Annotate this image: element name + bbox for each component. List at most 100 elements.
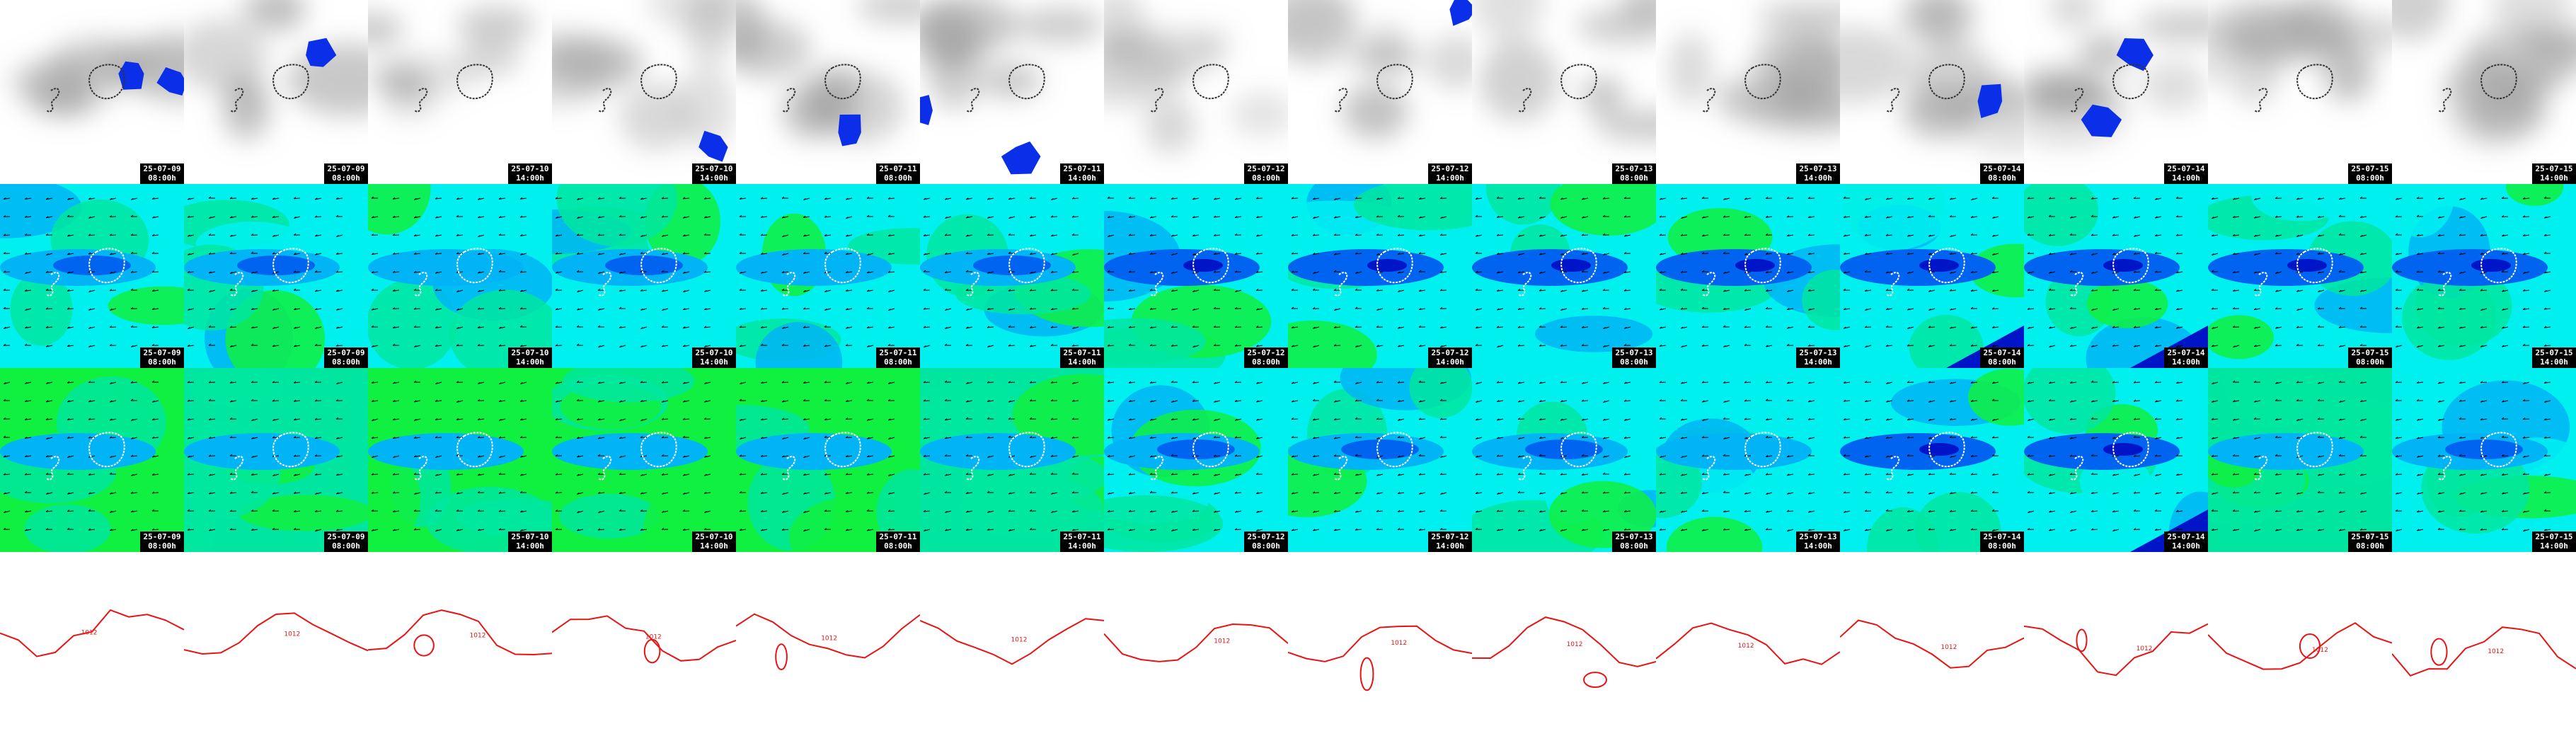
- forecast-tile[interactable]: 1012: [184, 552, 368, 736]
- wind-band: [368, 279, 457, 368]
- forecast-tile[interactable]: 25-07-13 14:00h: [1656, 184, 1840, 368]
- forecast-map: [1656, 184, 1840, 368]
- forecast-tile[interactable]: 1012: [1840, 552, 2024, 736]
- forecast-tile[interactable]: 25-07-12 14:00h: [1288, 0, 1472, 184]
- coastline: [1150, 64, 1229, 113]
- forecast-map: [1840, 368, 2024, 552]
- forecast-tile[interactable]: 25-07-12 14:00h: [1288, 184, 1472, 368]
- wind-band: [1802, 270, 1840, 330]
- wind-band: [2024, 368, 2116, 434]
- forecast-tile[interactable]: 25-07-13 14:00h: [1656, 0, 1840, 184]
- forecast-tile[interactable]: 25-07-09 08:00h: [0, 368, 184, 552]
- forecast-tile[interactable]: 25-07-14 14:00h: [2024, 368, 2208, 552]
- forecast-tile[interactable]: 25-07-10 14:00h: [368, 184, 552, 368]
- wind-arrows: [2211, 196, 2367, 348]
- timestamp-badge: 25-07-09 08:00h: [324, 347, 368, 368]
- wind-band: [1411, 459, 1472, 540]
- forecast-tile[interactable]: 1012: [1472, 552, 1656, 736]
- forecast-tile[interactable]: 25-07-11 08:00h: [736, 184, 920, 368]
- forecast-tile[interactable]: 25-07-11 08:00h: [736, 368, 920, 552]
- forecast-tile[interactable]: 25-07-13 14:00h: [1656, 368, 1840, 552]
- wind-band: [455, 498, 552, 536]
- forecast-tile[interactable]: 25-07-14 08:00h: [1840, 368, 2024, 552]
- forecast-tile[interactable]: 25-07-14 08:00h: [1840, 184, 2024, 368]
- wind-band: [2392, 184, 2455, 238]
- forecast-tile[interactable]: 1012: [736, 552, 920, 736]
- forecast-tile[interactable]: 1012: [2208, 552, 2392, 736]
- coastline: [1886, 64, 1965, 113]
- forecast-map: 1012: [2392, 552, 2576, 736]
- wind-max: [1919, 443, 1959, 456]
- forecast-tile[interactable]: 1012: [368, 552, 552, 736]
- forecast-tile[interactable]: 25-07-15 08:00h: [2208, 0, 2392, 184]
- wind-band: [368, 184, 431, 235]
- forecast-tile[interactable]: 25-07-09 08:00h: [0, 0, 184, 184]
- forecast-tile[interactable]: 1012: [1288, 552, 1472, 736]
- forecast-map: 1012: [184, 552, 368, 736]
- forecast-tile[interactable]: 25-07-11 14:00h: [920, 0, 1104, 184]
- forecast-tile[interactable]: 25-07-09 08:00h: [184, 184, 368, 368]
- timestamp-date: 25-07-15: [2351, 348, 2389, 357]
- forecast-tile[interactable]: 1012: [920, 552, 1104, 736]
- forecast-tile[interactable]: 25-07-12 08:00h: [1104, 368, 1288, 552]
- coastline: [598, 248, 677, 297]
- timestamp-badge: 25-07-13 14:00h: [1796, 163, 1840, 184]
- forecast-tile[interactable]: 1012: [1656, 552, 1840, 736]
- forecast-tile[interactable]: 1012: [1104, 552, 1288, 736]
- forecast-tile[interactable]: 25-07-10 14:00h: [368, 0, 552, 184]
- forecast-map: [1104, 368, 1288, 552]
- forecast-tile[interactable]: 25-07-11 08:00h: [736, 0, 920, 184]
- timestamp-date: 25-07-09: [327, 348, 365, 357]
- cloud-cover: [1288, 0, 1472, 139]
- wind-arrows: [1107, 196, 1263, 348]
- wind-arrows: [1475, 196, 1631, 348]
- coastline: [2070, 64, 2149, 113]
- forecast-tile[interactable]: 25-07-10 14:00h: [552, 368, 736, 552]
- isobar-label: 1012: [1391, 640, 1407, 647]
- forecast-tile[interactable]: 25-07-10 14:00h: [552, 0, 736, 184]
- forecast-tile[interactable]: 25-07-09 08:00h: [184, 368, 368, 552]
- forecast-tile[interactable]: 25-07-09 08:00h: [184, 0, 368, 184]
- timestamp-badge: 25-07-15 14:00h: [2532, 347, 2576, 368]
- forecast-tile[interactable]: 25-07-15 08:00h: [2208, 184, 2392, 368]
- forecast-tile[interactable]: 25-07-09 08:00h: [0, 184, 184, 368]
- forecast-map: [1104, 0, 1288, 184]
- map-background: [552, 552, 736, 736]
- forecast-tile[interactable]: 1012: [552, 552, 736, 736]
- forecast-tile[interactable]: 25-07-14 14:00h: [2024, 0, 2208, 184]
- forecast-tile[interactable]: 25-07-15 08:00h: [2208, 368, 2392, 552]
- timestamp-badge: 25-07-12 14:00h: [1428, 531, 1472, 552]
- wind-max: [1735, 259, 1775, 272]
- forecast-tile[interactable]: 25-07-10 14:00h: [368, 368, 552, 552]
- map-background: [2024, 552, 2208, 736]
- isobar-line: [736, 613, 920, 659]
- wind-band: [562, 368, 695, 403]
- forecast-tile[interactable]: 25-07-11 14:00h: [920, 184, 1104, 368]
- forecast-tile[interactable]: 25-07-13 08:00h: [1472, 184, 1656, 368]
- timestamp-time: 08:00h: [332, 173, 360, 183]
- timestamp-date: 25-07-13: [1799, 348, 1837, 357]
- precip-cell: [306, 38, 337, 67]
- isobar-line: [1656, 622, 1840, 665]
- timestamp-date: 25-07-15: [2351, 164, 2389, 173]
- forecast-tile[interactable]: 25-07-12 14:00h: [1288, 368, 1472, 552]
- forecast-tile[interactable]: 25-07-13 08:00h: [1472, 0, 1656, 184]
- panel-row-precipitation: 25-07-09 08:00h 25-07-09 08:00h 25-07-10 14:0…: [0, 0, 2576, 184]
- forecast-tile[interactable]: 25-07-12 08:00h: [1104, 184, 1288, 368]
- forecast-tile[interactable]: 1012: [2024, 552, 2208, 736]
- forecast-tile[interactable]: 1012: [0, 552, 184, 736]
- forecast-tile[interactable]: 25-07-14 08:00h: [1840, 0, 2024, 184]
- forecast-map: [736, 368, 920, 552]
- timestamp-badge: 25-07-09 08:00h: [324, 531, 368, 552]
- forecast-tile[interactable]: 25-07-11 14:00h: [920, 368, 1104, 552]
- forecast-tile[interactable]: 25-07-14 14:00h: [2024, 184, 2208, 368]
- forecast-tile[interactable]: 25-07-12 08:00h: [1104, 0, 1288, 184]
- forecast-tile[interactable]: 1012: [2392, 552, 2576, 736]
- forecast-tile[interactable]: 25-07-10 14:00h: [552, 184, 736, 368]
- coastline: [2254, 64, 2333, 113]
- forecast-tile[interactable]: 25-07-15 14:00h: [2392, 368, 2576, 552]
- forecast-tile[interactable]: 25-07-13 08:00h: [1472, 368, 1656, 552]
- forecast-tile[interactable]: 25-07-15 14:00h: [2392, 184, 2576, 368]
- coastline: [782, 248, 861, 297]
- forecast-tile[interactable]: 25-07-15 14:00h: [2392, 0, 2576, 184]
